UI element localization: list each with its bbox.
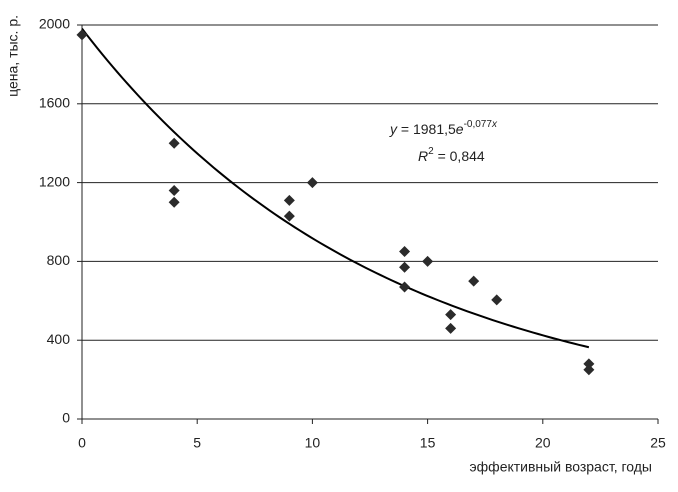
data-point (283, 210, 295, 222)
data-point (583, 358, 595, 370)
x-tick-label: 15 (420, 435, 436, 451)
data-point (468, 275, 480, 287)
data-point (168, 184, 180, 196)
data-point (399, 246, 411, 258)
trend-equation: y = 1981,5e-0,077x (389, 119, 498, 137)
eq-part: y (389, 121, 398, 137)
trend-r2: R2 = 0,844 (418, 146, 485, 164)
data-point (491, 294, 503, 306)
eq-part: = 1981,5 (397, 121, 456, 137)
r2-part: R (418, 148, 428, 164)
eq-part: x (491, 119, 498, 130)
data-point (422, 255, 434, 267)
trendline (81, 28, 590, 349)
eq-part: -0,077 (464, 119, 493, 130)
data-point (399, 261, 411, 273)
y-tick-label: 2000 (39, 16, 70, 32)
r2-part: = 0,844 (434, 148, 485, 164)
data-point (76, 29, 88, 41)
y-tick-label: 800 (47, 252, 71, 268)
data-point (283, 194, 295, 206)
data-point (583, 364, 595, 376)
x-tick-label: 5 (193, 435, 201, 451)
x-tick-label: 10 (305, 435, 321, 451)
eq-part: e (456, 121, 464, 137)
y-axis-label: цена, тыс. р. (5, 15, 21, 97)
x-tick-label: 0 (78, 435, 86, 451)
data-point (306, 177, 318, 189)
data-point (168, 137, 180, 149)
y-tick-label: 400 (47, 331, 71, 347)
x-axis-label: эффективный возраст, годы (470, 459, 652, 475)
data-point (445, 322, 457, 334)
x-tick-label: 25 (650, 435, 666, 451)
data-point (399, 281, 411, 293)
r2-part: 2 (428, 146, 434, 157)
y-tick-label: 1600 (39, 95, 70, 111)
data-point (168, 196, 180, 208)
y-tick-label: 1200 (39, 173, 70, 189)
y-tick-label: 0 (62, 410, 70, 426)
x-tick-label: 20 (535, 435, 551, 451)
data-point (445, 309, 457, 321)
